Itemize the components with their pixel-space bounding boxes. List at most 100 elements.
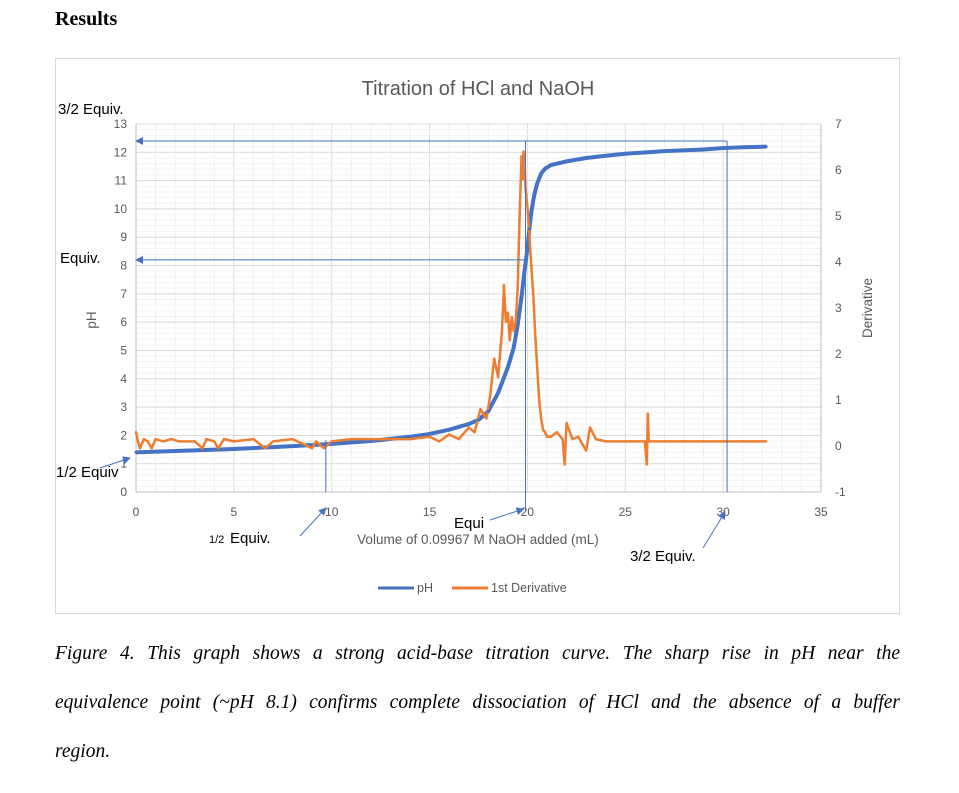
derivative-point [162,440,165,443]
y2-tick-label: 1 [835,393,842,407]
derivative-point [514,320,517,323]
annotation-half-bottom: Equiv. [230,530,271,547]
derivative-point [177,440,181,443]
derivative-point [489,394,492,397]
ph-point [134,450,138,454]
derivative-point [512,329,515,333]
derivative-point [408,437,412,441]
derivative-point [232,440,236,443]
ph-point [516,323,520,327]
y2-tick-label: 6 [835,163,842,177]
y2-tick-label: 0 [835,439,842,453]
legend-ph-label: pH [417,581,433,595]
derivative-point [447,433,451,436]
x-tick-label: 0 [133,505,140,519]
ph-point [764,145,768,149]
annotation-equi-bottom: Equi [454,515,484,532]
derivative-point [136,440,140,443]
ph-point [584,156,588,160]
y-tick-label: 13 [114,117,128,131]
derivative-point [541,428,545,432]
derivative-point [721,440,725,443]
derivative-point [142,437,146,441]
derivative-point [508,339,512,342]
section-heading: Results [55,8,118,30]
derivative-point [761,440,764,443]
derivative-point [291,437,294,441]
gridlines [135,123,822,493]
derivative-point [534,334,537,337]
ph-point [535,181,539,185]
y2-tick-label: 4 [835,255,842,269]
derivative-point [350,437,353,441]
derivative-point [563,463,566,466]
derivative-point [479,408,482,411]
derivative-point [532,293,535,296]
derivative-point [561,437,564,441]
derivative-point [146,440,149,443]
derivative-point [765,440,768,443]
derivative-point [322,447,326,450]
derivative-point [150,447,153,450]
x-tick-label: 10 [325,505,339,519]
derivative-point [154,437,157,441]
derivative-point [502,283,506,287]
derivative-point [263,447,267,450]
chart-frame [55,58,900,614]
derivative-point [588,426,592,429]
ph-point [549,163,553,167]
derivative-point [604,440,607,443]
derivative-point [389,437,392,441]
ph-point [741,145,745,149]
ph-point [532,193,536,197]
half-bottom-arrow [299,507,327,537]
x-tick-label: 5 [231,505,238,519]
annotation-three-halves-bottom: 3/2 Equiv. [630,548,696,565]
y-tick-label: 12 [114,145,128,159]
y2-tick-label: 5 [835,209,842,223]
derivative-point [170,437,173,441]
annotation-three-halves-left: 3/2 Equiv. [58,101,124,118]
y-tick-label: 4 [120,372,127,386]
y-tick-label: 11 [115,174,128,188]
ph-point [721,146,725,150]
y-tick-label: 0 [120,485,127,499]
derivative-point [741,440,744,443]
derivative-point [271,440,275,443]
derivative-point [521,178,524,181]
derivative-point [539,417,543,420]
derivative-point [543,431,547,434]
ph-point [604,154,608,158]
ph-point [520,295,524,299]
figure-caption-line-3: region. [55,741,111,762]
ph-point [529,210,533,214]
ph-point [173,449,177,453]
derivative-point [492,357,496,360]
annotation-half-left: 1/2 Equiv [56,464,119,481]
derivative-point [530,265,533,268]
derivative-point [643,440,647,443]
derivative-point [646,412,649,415]
y-tick-label: 2 [120,428,127,442]
ph-point [662,149,666,153]
derivative-point [485,417,488,420]
ph-point [702,147,706,151]
derivative-point [217,447,220,450]
y2-tick-label: -1 [835,485,846,499]
derivative-point [506,311,510,314]
x-tick-label: 20 [521,505,535,519]
ph-point [428,432,432,436]
ph-point [539,172,543,176]
derivative-point [516,288,519,291]
y-axis-label: pH [84,311,99,328]
ph-point [486,409,490,413]
legend-derivative-label: 1st Derivative [491,581,567,595]
derivative-point [504,320,508,323]
derivative-point [438,440,441,443]
series-derivative-line [134,150,767,466]
derivative-point [201,447,204,450]
derivative-point [369,437,373,441]
x-tick-label: 15 [423,505,437,519]
derivative-point [205,437,208,441]
x-axis-label: Volume of 0.09967 M NaOH added (mL) [357,532,599,547]
